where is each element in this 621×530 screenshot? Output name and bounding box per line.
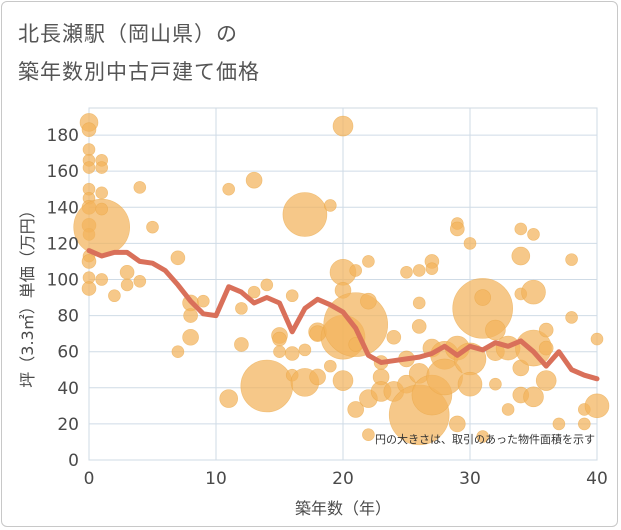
bubble-98 (489, 377, 502, 391)
bubble-89 (448, 415, 466, 433)
bubble-94 (474, 289, 492, 306)
y-tick-label-4: 80 (57, 307, 79, 327)
bubble-81 (425, 262, 439, 275)
chart-title-line-2: 築年数別中古戸建て価格 (18, 60, 260, 84)
bubble-36 (245, 171, 263, 189)
y-axis-ticks: 0 20 40 60 80 100 120 140 160 180 (47, 126, 79, 471)
bubble-37 (247, 285, 261, 299)
bubble-43 (285, 289, 299, 303)
bubble-46 (282, 192, 328, 237)
bubble-118 (590, 332, 604, 346)
y-tick-label-8: 160 (47, 162, 79, 182)
bubble-54 (332, 115, 354, 137)
bubble-17 (95, 186, 108, 200)
bubble-31 (197, 294, 210, 308)
size-legend-note: 円の大きさは、取引のあった物件面積を示す (375, 432, 595, 446)
bubble-29 (183, 308, 198, 323)
bubble-75 (412, 264, 426, 277)
bubble-63 (362, 255, 375, 268)
bubble-110 (538, 322, 554, 338)
bubble-66 (362, 428, 375, 442)
y-tick-label-1: 20 (57, 415, 79, 435)
bubble-47 (298, 343, 312, 357)
bubble-44 (284, 346, 300, 361)
bubble-112 (535, 370, 557, 391)
bubble-51 (309, 368, 326, 386)
bubble-77 (411, 319, 427, 334)
bubble-1 (81, 122, 97, 137)
bubble-4 (82, 161, 96, 174)
trend-line (86, 248, 600, 382)
bubble-41 (272, 331, 287, 347)
bubble-42 (273, 345, 286, 358)
x-axis-ticks: 0 10 20 30 40 (84, 469, 608, 489)
bubble-24 (133, 274, 147, 288)
bubble-23 (133, 181, 147, 194)
bubble-38 (260, 278, 274, 292)
bubble-107 (521, 279, 546, 305)
bubble-100 (501, 403, 515, 416)
bubble-70 (386, 329, 402, 345)
bubble-25 (146, 220, 159, 234)
bubble-87 (449, 221, 465, 237)
y-tick-label-5: 100 (47, 270, 79, 290)
y-tick-label-7: 140 (47, 198, 79, 218)
bubble-26 (170, 250, 186, 266)
bubble-13 (81, 281, 97, 296)
bubble-76 (412, 296, 426, 310)
bubble-2 (82, 143, 96, 156)
bubble-90 (463, 237, 477, 250)
bubble-113 (552, 417, 566, 431)
bubble-20 (108, 289, 121, 303)
bubble-117 (577, 417, 591, 431)
bubble-34 (235, 302, 248, 315)
bubble-18 (95, 202, 108, 216)
bubble-21 (119, 264, 135, 280)
y-tick-label-0: 0 (68, 451, 79, 471)
bubble-59 (349, 264, 363, 277)
bubble-64 (360, 292, 377, 310)
x-tick-label-0: 0 (84, 469, 95, 489)
chart-title-line-1: 北長瀬駅（岡山県）の (18, 22, 238, 46)
y-tick-label-2: 40 (57, 379, 79, 399)
bubble-52 (323, 199, 337, 212)
y-tick-label-6: 120 (47, 234, 79, 254)
bubble-62 (347, 401, 365, 418)
y-axis-title: 坪（3.3㎡）単価（万円） (18, 202, 37, 387)
bubble-layer (73, 113, 610, 446)
x-tick-label-2: 20 (332, 469, 354, 489)
bubble-115 (565, 311, 578, 324)
bubble-101 (514, 222, 528, 236)
bubble-58 (332, 370, 354, 391)
bubble-92 (457, 371, 483, 397)
x-tick-label-3: 30 (459, 469, 481, 489)
bubble-114 (565, 253, 578, 266)
x-axis-title: 築年数（年） (295, 499, 391, 518)
bubble-19 (95, 273, 108, 286)
bubble-11 (81, 254, 97, 269)
x-tick-label-1: 10 (205, 469, 227, 489)
bubble-39 (240, 359, 294, 413)
y-tick-label-9: 180 (47, 126, 79, 146)
bubble-22 (120, 278, 134, 292)
bubble-119 (584, 393, 610, 419)
bubble-30 (182, 328, 199, 346)
bubble-109 (523, 386, 544, 408)
bubble-27 (171, 345, 185, 358)
bubble-53 (323, 359, 337, 373)
bubble-72 (400, 265, 413, 279)
bubble-96 (485, 319, 506, 341)
bubble-111 (538, 340, 554, 356)
y-tick-label-3: 60 (57, 343, 79, 363)
bubble-16 (95, 161, 108, 174)
x-tick-label-4: 40 (586, 469, 608, 489)
bubble-95 (476, 430, 490, 443)
bubble-32 (222, 182, 235, 196)
bubble-35 (234, 337, 249, 352)
bubble-106 (527, 228, 540, 241)
bubble-33 (219, 389, 238, 408)
bubble-102 (511, 246, 531, 266)
